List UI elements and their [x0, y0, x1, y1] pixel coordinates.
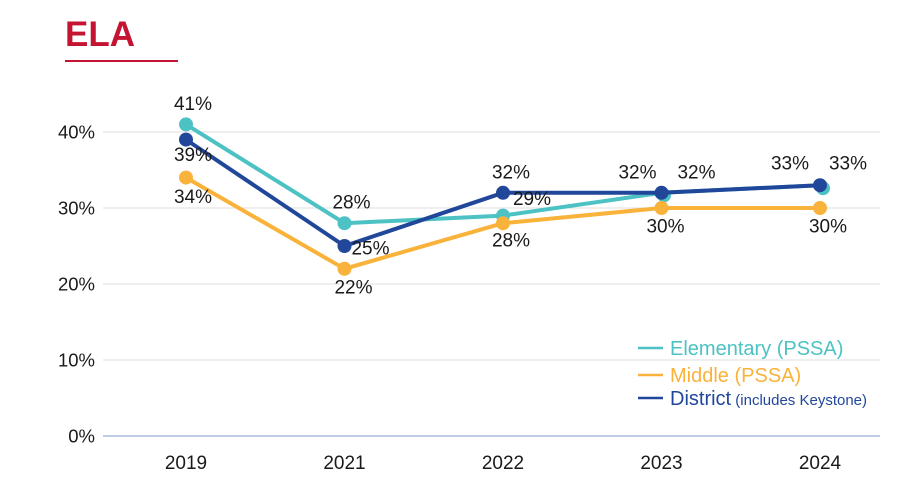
data-point-district-2022 [496, 185, 510, 200]
y-axis-tick-20: 20% [58, 274, 95, 295]
data-label-district-2023: 32% [618, 162, 656, 183]
title-underline [65, 59, 178, 62]
data-point-elementary-pssa-2021 [337, 216, 352, 231]
data-point-middle-pssa-2022 [496, 216, 510, 231]
data-point-district-2023 [654, 185, 669, 200]
data-label-district-2024: 33% [771, 154, 809, 175]
x-axis-tick-2024: 2024 [799, 453, 842, 474]
y-axis-tick-40: 40% [58, 122, 95, 143]
data-point-middle-pssa-2024 [813, 201, 827, 215]
data-label-elementary-pssa-2023: 32% [677, 162, 715, 183]
data-label-middle-pssa-2022: 28% [492, 231, 530, 252]
y-axis-tick-30: 30% [58, 198, 95, 219]
data-point-middle-pssa-2023 [654, 201, 669, 215]
data-label-elementary-pssa-2024: 33% [829, 154, 867, 175]
data-point-district-2019 [179, 132, 193, 147]
data-label-district-2021: 25% [351, 239, 389, 260]
x-axis-tick-2023: 2023 [640, 453, 682, 474]
data-label-middle-pssa-2024: 30% [809, 217, 847, 238]
y-axis-tick-0: 0% [68, 426, 95, 447]
y-axis-tick-10: 10% [58, 350, 95, 371]
data-label-middle-pssa-2023: 30% [646, 217, 684, 238]
data-point-middle-pssa-2021 [337, 261, 352, 276]
chart-title: ELA [65, 15, 135, 54]
data-point-district-2024 [813, 178, 827, 193]
data-point-district-2021 [337, 239, 352, 253]
legend: Elementary (PSSA) Middle (PSSA)District (… [638, 338, 867, 410]
data-label-middle-pssa-2021: 22% [334, 277, 372, 298]
data-label-elementary-pssa-2022: 29% [513, 189, 551, 210]
x-axis-tick-2022: 2022 [482, 453, 524, 474]
data-label-elementary-pssa-2021: 28% [332, 193, 370, 214]
data-point-elementary-pssa-2019 [179, 117, 193, 132]
legend-label-elementary-pssa: Elementary (PSSA) [670, 338, 843, 360]
legend-label-district: District (includes Keystone) [670, 388, 867, 410]
data-point-middle-pssa-2019 [179, 170, 193, 185]
data-label-district-2022: 32% [492, 162, 530, 183]
data-label-elementary-pssa-2019: 41% [174, 94, 212, 115]
x-axis-tick-2021: 2021 [323, 453, 365, 474]
x-axis-tick-2019: 2019 [165, 453, 207, 474]
data-label-district-2019: 39% [174, 145, 212, 166]
legend-label-middle-pssa: Middle (PSSA) [670, 365, 801, 387]
chart-header: ELA [65, 15, 178, 62]
data-label-middle-pssa-2019: 34% [174, 187, 212, 208]
